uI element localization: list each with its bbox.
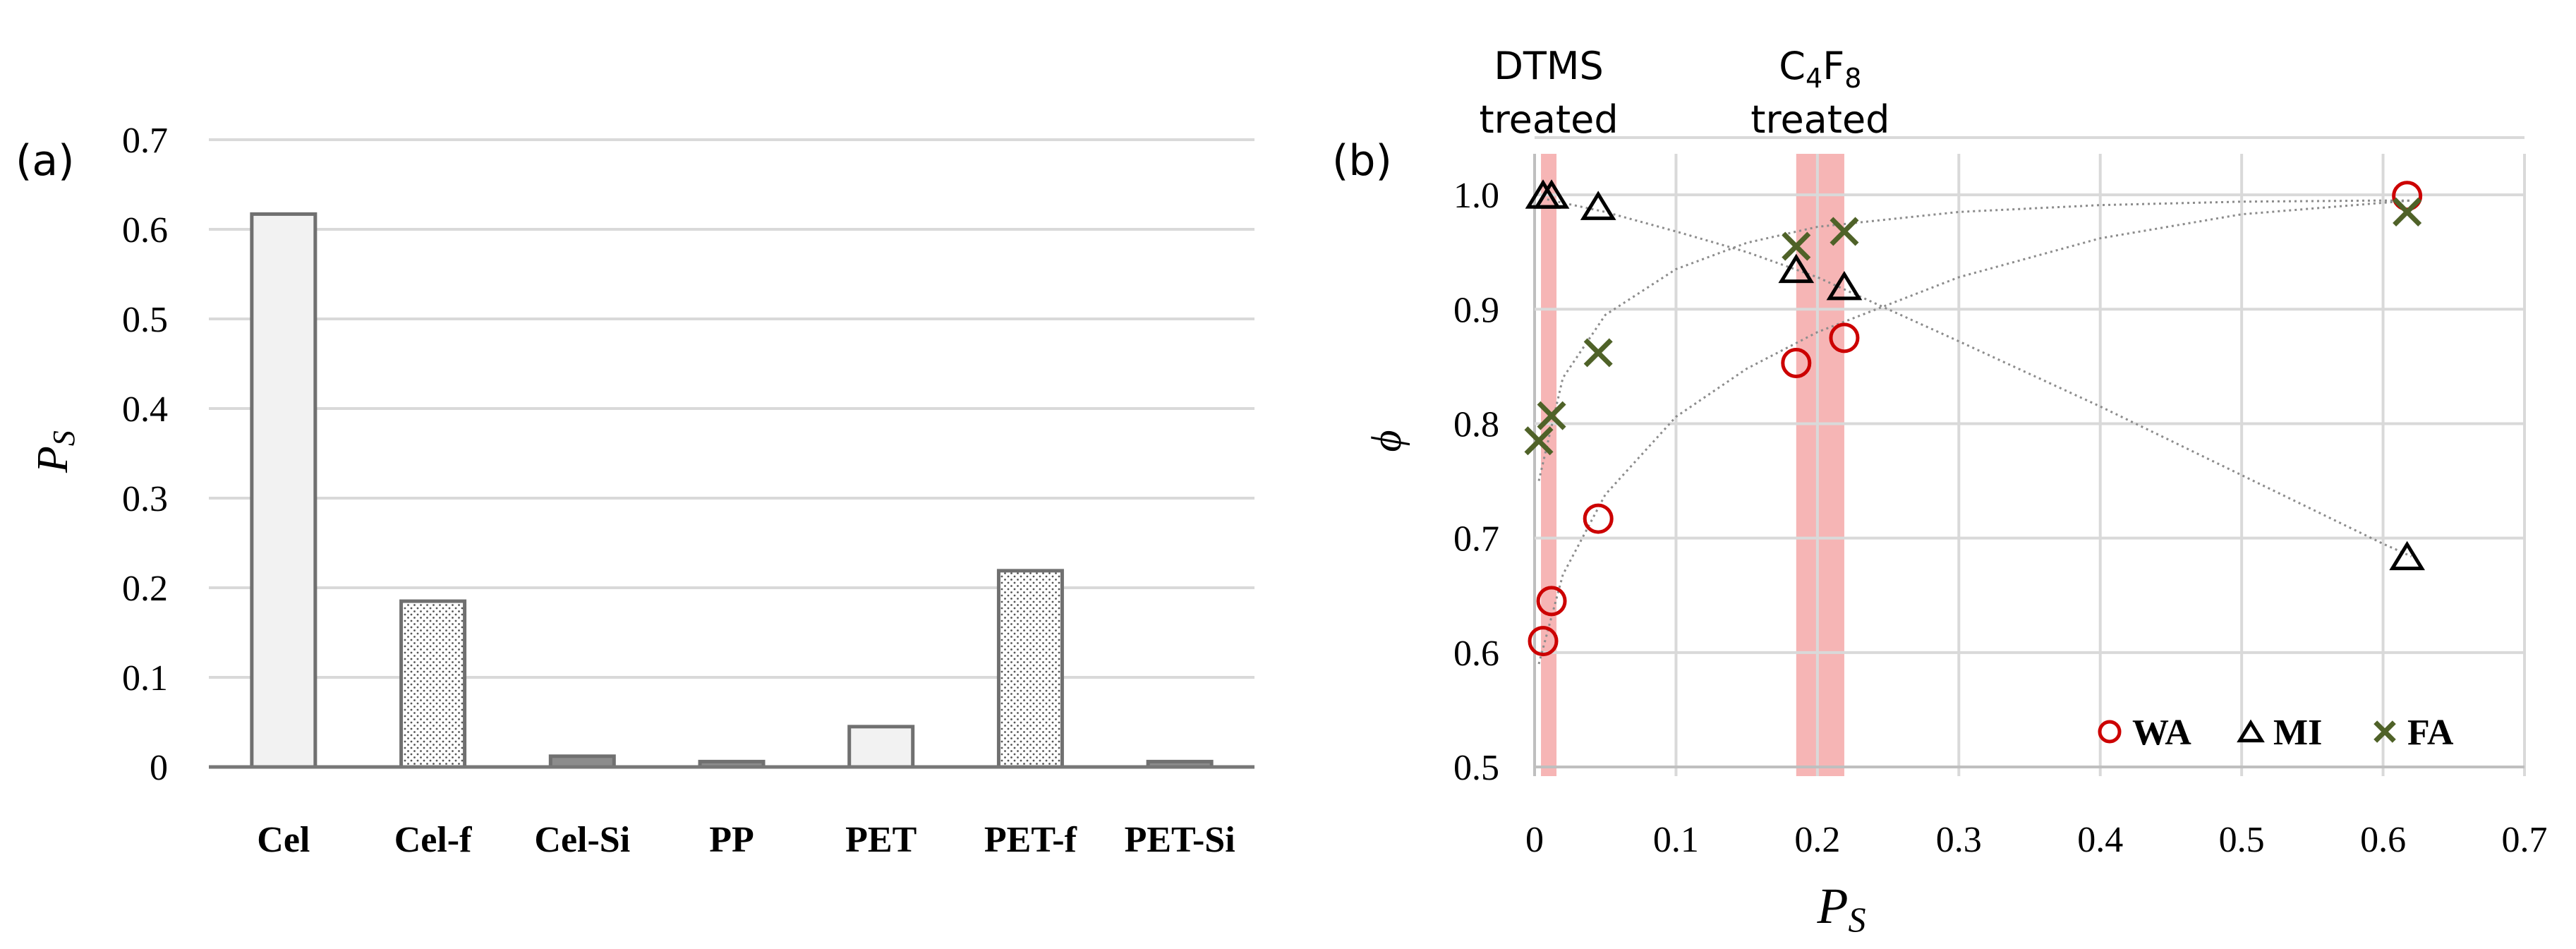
panel-b-legend: WA MI FA: [2098, 713, 2454, 753]
panel-a-x-tick-labels: Cel Cel-f Cel-Si PP PET PET-f PET-Si: [257, 820, 1235, 860]
panel-a-bars: [250, 212, 1214, 769]
panel-b-x-tick-label: 0.6: [2360, 820, 2406, 860]
highlight-band: [1796, 154, 1844, 776]
legend-marker-wa: [2098, 720, 2122, 744]
point-mi: [1826, 270, 1863, 301]
panel-b-y-axis-title: ϕ: [1363, 430, 1410, 452]
panel-b-x-tick-label: 0.4: [2077, 820, 2123, 860]
point-fa: [2393, 197, 2422, 226]
panel-b-y-tick-labels: 0.5 0.6 0.7 0.8 0.9 1.0: [1453, 176, 1499, 788]
panel-b-y-tick-label: 1.0: [1453, 176, 1499, 216]
bar-pet-f: [996, 569, 1064, 769]
panel-a-y-tick-label: 0.5: [122, 300, 168, 340]
panel-a-y-axis-title: PS: [29, 430, 81, 473]
panel-a-y-tick-labels: 0 0.1 0.2 0.3 0.4 0.5 0.6 0.7: [122, 121, 168, 788]
legend-label-wa: WA: [2132, 713, 2191, 753]
panel-a-x-tick-label: PET-Si: [1125, 820, 1235, 860]
point-wa: [1528, 626, 1559, 657]
panel-b-y-tick-label: 0.9: [1453, 290, 1499, 330]
panel-a-bar-chart: (a) 0 0.1 0.2 0.3 0.4 0.5 0.6 0.7 Cel Cel-f Cel-S…: [16, 121, 1254, 860]
panel-b-data-points: [1524, 179, 2426, 657]
bar-cel-f: [399, 599, 467, 769]
panel-b-x-tick-label: 0.2: [1794, 820, 1840, 860]
panel-b-label: (b): [1332, 136, 1392, 186]
point-fa: [1524, 426, 1554, 456]
legend-marker-mi: [2237, 719, 2265, 743]
point-mi: [1533, 179, 1570, 209]
panel-b-y-tick-label: 0.5: [1453, 748, 1499, 788]
panel-b-y-tick-label: 0.7: [1453, 519, 1499, 560]
panel-a-gridlines: [209, 138, 1254, 679]
panel-a-x-tick-label: Cel-f: [394, 820, 472, 860]
panel-b-y-tick-label: 0.6: [1453, 634, 1499, 674]
panel-b-scatter-chart: (b) 0.50.60.70.80.91.0 0 0.1 0.2 0.3 0.4 0.5 0…: [1332, 44, 2548, 939]
legend-label-fa: FA: [2407, 713, 2454, 753]
panel-a-y-tick-label: 0.3: [122, 479, 168, 519]
trendline-wa: [1537, 199, 2412, 665]
band-label-line1: C4F8: [1779, 44, 1861, 94]
panel-a-y-tick-label: 0.1: [122, 658, 168, 699]
panel-a-y-tick-label: 0.2: [122, 569, 168, 609]
bar-pet: [847, 725, 915, 769]
panel-b-trendlines: [1537, 197, 2412, 665]
point-mi: [1580, 191, 1616, 220]
panel-b-x-axis-title-main: P: [1817, 878, 1849, 934]
panel-b-y-tick-label: 0.8: [1453, 404, 1499, 445]
panel-a-label: (a): [16, 136, 75, 186]
panel-a-y-axis-title-main: P: [29, 446, 77, 473]
band-label-line1: DTMS: [1494, 44, 1603, 88]
trendline-mi: [1541, 197, 2412, 557]
legend-marker-fa: [2374, 720, 2396, 743]
bar-cel: [250, 212, 318, 769]
trendline-fa: [1537, 199, 2412, 481]
panel-b-x-tick-label: 0: [1525, 820, 1544, 860]
panel-a-x-tick-label: Cel: [257, 820, 310, 860]
highlight-band: [1541, 154, 1557, 776]
band-label-line2: treated: [1750, 97, 1889, 142]
panel-a-x-tick-label: PP: [709, 820, 754, 860]
panel-b-x-axis-title-sub: S: [1848, 900, 1866, 939]
panel-a-x-tick-label: PET: [845, 820, 917, 860]
panel-a-y-axis-title-sub: S: [47, 430, 81, 446]
panel-a-y-tick-label: 0: [150, 748, 168, 788]
point-wa: [1829, 322, 1860, 353]
point-mi: [1778, 253, 1815, 284]
point-wa: [1536, 586, 1567, 617]
point-fa: [1782, 231, 1811, 261]
panel-a-y-tick-label: 0.4: [122, 389, 168, 430]
legend-label-mi: MI: [2273, 713, 2322, 753]
panel-a-y-tick-label: 0.6: [122, 210, 168, 250]
panel-a-y-tick-label: 0.7: [122, 121, 168, 161]
panel-a-x-tick-label: Cel-Si: [534, 820, 630, 860]
panel-b-gridlines: [1533, 136, 2526, 776]
panel-b-x-tick-labels: 0 0.1 0.2 0.3 0.4 0.5 0.6 0.7: [1525, 820, 2548, 860]
panel-b-x-tick-label: 0.3: [1936, 820, 1982, 860]
point-wa: [1583, 503, 1614, 534]
panel-b-x-tick-label: 0.5: [2219, 820, 2265, 860]
panel-b-x-axis-title: PS: [1817, 878, 1866, 939]
panel-b-x-tick-label: 0.1: [1653, 820, 1699, 860]
point-wa: [1781, 347, 1812, 378]
point-mi: [2389, 540, 2426, 571]
point-fa: [1537, 401, 1566, 430]
panel-b-x-tick-label: 0.7: [2502, 820, 2548, 860]
point-fa: [1583, 338, 1613, 368]
band-label-line2: treated: [1479, 97, 1618, 142]
panel-a-x-tick-label: PET-f: [984, 820, 1077, 860]
point-fa: [1830, 217, 1859, 246]
